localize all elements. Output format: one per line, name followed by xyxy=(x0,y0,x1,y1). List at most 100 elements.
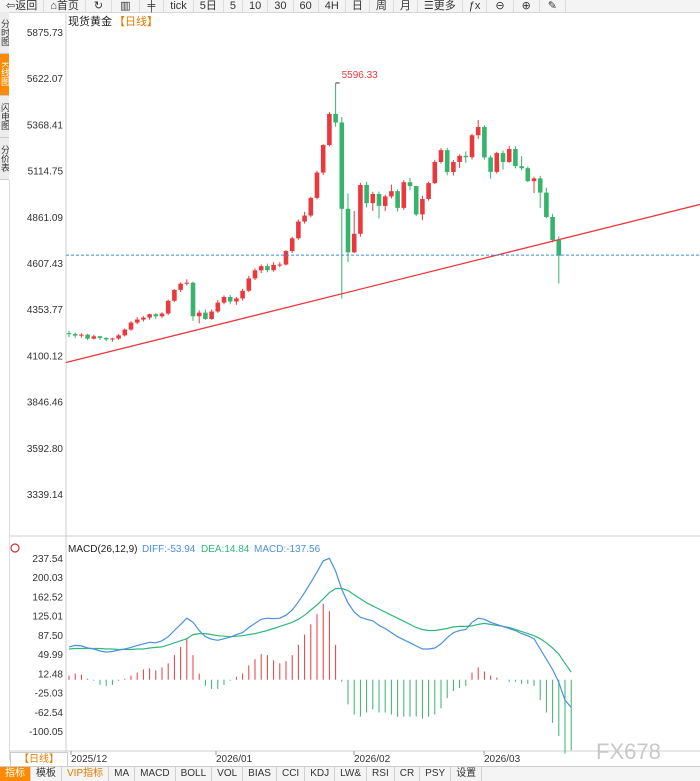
macd-tick-label: 87.50 xyxy=(38,631,63,642)
candle-body xyxy=(376,194,382,206)
candlestick-type-button[interactable]: ▥ xyxy=(112,0,140,12)
candle-body xyxy=(153,314,159,317)
zoom-in-button[interactable]: ⊕ xyxy=(514,0,540,12)
macd-tick-label: 162.52 xyxy=(32,592,63,603)
macd-tick-label: 237.54 xyxy=(32,554,63,565)
tab-rsi[interactable]: RSI xyxy=(367,767,395,781)
tab-boll[interactable]: BOLL xyxy=(176,767,213,781)
candle-body xyxy=(265,266,270,271)
home-label: 首页 xyxy=(56,0,79,12)
candle-body xyxy=(147,314,152,318)
zoom-in-icon: ⊕ xyxy=(521,0,531,12)
candlestick-icon: ▥ xyxy=(120,0,131,12)
tab-vol[interactable]: VOL xyxy=(212,767,244,781)
tab-settings[interactable]: 设置 xyxy=(451,767,483,781)
macd-tick-label: 125.01 xyxy=(32,612,63,623)
back-button[interactable]: ⇦ 返回 xyxy=(0,0,45,12)
tick-label: tick xyxy=(170,0,187,12)
candle-body xyxy=(190,282,196,317)
tab-psy[interactable]: PSY xyxy=(420,767,452,781)
macd-dea-label: DEA:14.84 xyxy=(201,544,250,555)
candle-body xyxy=(438,150,444,162)
tab-indicators[interactable]: 指标 xyxy=(0,767,31,781)
tab-kdj[interactable]: KDJ xyxy=(305,767,336,781)
tab-cr[interactable]: CR xyxy=(395,767,421,781)
candle-body xyxy=(227,296,233,302)
tick-button[interactable]: tick xyxy=(164,0,194,12)
draw-tool-button[interactable]: ✎ xyxy=(540,0,567,12)
candle-body xyxy=(289,238,295,252)
candle-body xyxy=(246,278,252,291)
candle-body xyxy=(258,266,264,271)
candle-body xyxy=(209,311,214,319)
period-selector[interactable]: 【日线】 xyxy=(10,752,68,767)
candle-body xyxy=(215,302,221,312)
tab-ma[interactable]: MA xyxy=(109,767,136,781)
trend-line xyxy=(65,203,700,364)
tab-lwr[interactable]: LW& xyxy=(335,767,368,781)
candle-body xyxy=(500,153,506,162)
candle-body xyxy=(159,313,165,317)
candle-body xyxy=(432,161,438,184)
period-label: 周 xyxy=(375,0,387,12)
candle-body xyxy=(339,122,345,209)
formula-button[interactable]: ƒx xyxy=(463,0,488,12)
period-label: 月 xyxy=(399,0,411,12)
tab-flash[interactable]: 闪电图 xyxy=(0,96,9,138)
tab-price-table[interactable]: 分价表 xyxy=(0,138,9,180)
candle-body xyxy=(550,216,555,241)
candle-body xyxy=(234,298,239,302)
period-week[interactable]: 周 xyxy=(370,0,394,12)
back-label: 返回 xyxy=(15,0,38,12)
candle-body xyxy=(544,192,549,217)
tab-cci[interactable]: CCI xyxy=(277,767,306,781)
candle-body xyxy=(240,290,245,299)
candle-body xyxy=(283,251,289,265)
candle-body xyxy=(66,333,72,335)
indicator-bar: 指标 模板 VIP指标 MA MACD BOLL VOL BIAS CCI KD… xyxy=(0,766,700,781)
macd-title: MACD(26,12,9) xyxy=(68,544,137,555)
refresh-button[interactable]: ↻ xyxy=(86,0,113,12)
settings-gear-icon[interactable] xyxy=(10,543,20,553)
candle-body xyxy=(165,300,171,314)
candle-body xyxy=(358,184,363,234)
ohlc-type-button[interactable]: ╪ xyxy=(140,0,165,12)
period-day[interactable]: 日 xyxy=(346,0,370,12)
period-4h[interactable]: 4H xyxy=(319,0,346,12)
diff-line xyxy=(68,557,572,708)
candle-body xyxy=(302,215,307,222)
view-tabs: 分时图 K线图 闪电图 分价表 xyxy=(0,12,9,180)
zoom-out-button[interactable]: ⊖ xyxy=(487,0,514,12)
tab-templates[interactable]: 模板 xyxy=(31,767,62,781)
period-60min[interactable]: 60 xyxy=(294,0,319,12)
price-tick-label: 5622.07 xyxy=(27,74,64,85)
candle-body xyxy=(531,178,537,182)
menu-icon: ☰ xyxy=(423,0,434,12)
tab-intraday[interactable]: 分时图 xyxy=(0,12,9,54)
period-5min[interactable]: 5 xyxy=(224,0,244,12)
tab-bias[interactable]: BIAS xyxy=(243,767,277,781)
period-5day[interactable]: 5日 xyxy=(194,0,224,12)
more-button[interactable]: ☰ 更多 xyxy=(418,0,463,12)
period-month[interactable]: 月 xyxy=(394,0,418,12)
left-divider xyxy=(9,180,10,760)
candle-body xyxy=(463,155,469,158)
candle-body xyxy=(85,334,90,339)
candle-body xyxy=(196,312,202,317)
candle-body xyxy=(296,221,301,239)
period-30min[interactable]: 30 xyxy=(268,0,294,12)
candle-body xyxy=(519,166,524,169)
candle-body xyxy=(110,338,115,340)
candle-body xyxy=(203,312,208,319)
tab-kline[interactable]: K线图 xyxy=(0,54,9,96)
tab-macd[interactable]: MACD xyxy=(135,767,176,781)
refresh-icon: ↻ xyxy=(93,0,104,12)
candle-body xyxy=(401,182,407,208)
tab-vip-indicators[interactable]: VIP指标 xyxy=(62,767,110,781)
candle-body xyxy=(141,317,146,320)
home-button[interactable]: ⌂ 首页 xyxy=(44,0,86,12)
candle-body xyxy=(271,264,276,271)
period-10min[interactable]: 10 xyxy=(243,0,269,12)
candle-body xyxy=(413,186,419,215)
